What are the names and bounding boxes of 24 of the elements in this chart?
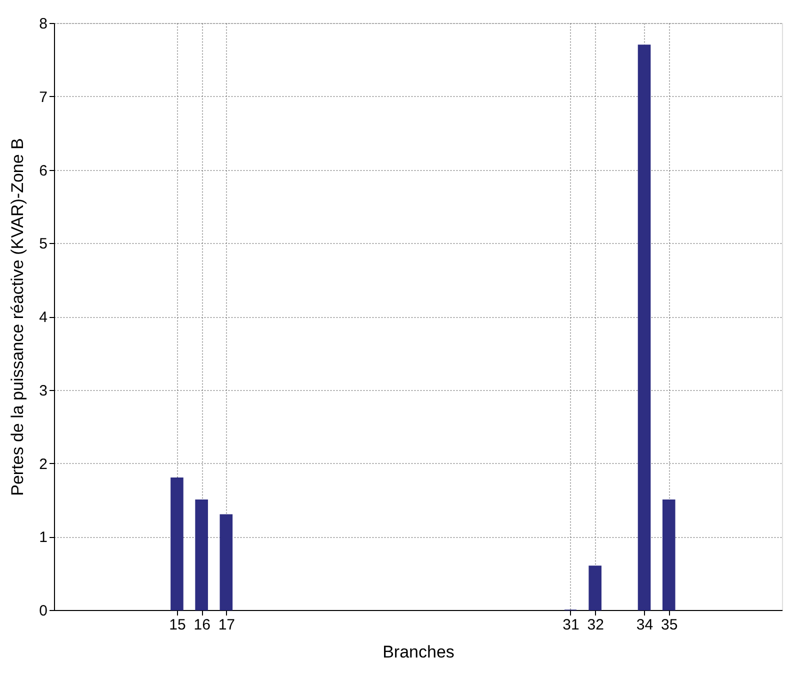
y-tick-label: 3: [39, 382, 48, 400]
x-tick-label: 32: [587, 616, 604, 634]
y-axis-title: Pertes de la puissance réactive (KVAR)-Zone B: [8, 138, 28, 496]
y-tick-label: 4: [39, 309, 48, 326]
y-tick-label: 6: [39, 162, 48, 180]
bar: [220, 514, 233, 610]
x-tick-label: 31: [562, 616, 580, 634]
y-tick-label: 0: [39, 602, 48, 620]
x-tick-label: 34: [636, 616, 654, 634]
x-axis-title: Branches: [382, 642, 454, 662]
y-tick-label: 2: [39, 456, 48, 473]
y-tick-label: 8: [39, 16, 48, 32]
x-tick-label: 16: [194, 616, 210, 634]
bar: [662, 500, 676, 610]
y-tick-label: 5: [39, 236, 48, 253]
x-tick-label: 17: [218, 616, 236, 634]
x-tick-label: 15: [169, 616, 186, 634]
bar: [170, 478, 184, 610]
y-tick-label: 7: [39, 88, 48, 106]
bar: [195, 500, 208, 610]
x-tick-label: 35: [661, 616, 678, 634]
bar: [638, 44, 651, 610]
bar: [588, 566, 602, 610]
y-tick-label: 1: [39, 529, 48, 546]
